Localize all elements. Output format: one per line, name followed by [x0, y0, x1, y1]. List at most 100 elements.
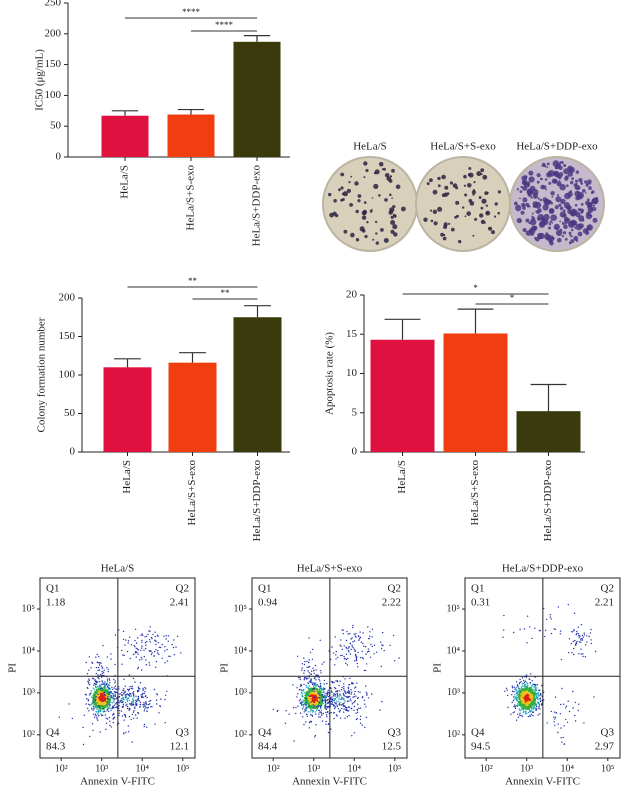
density-dot [97, 674, 99, 676]
density-dot [353, 633, 355, 635]
colony [468, 198, 473, 203]
density-dot [502, 636, 504, 638]
density-dot [326, 715, 328, 718]
density-dot [358, 639, 360, 641]
colony [585, 200, 590, 206]
density-dot [93, 713, 95, 715]
colony [582, 189, 586, 193]
colony [346, 188, 351, 193]
density-dot [368, 650, 370, 653]
density-dot [121, 691, 123, 693]
colony [378, 161, 384, 167]
colony [455, 200, 460, 205]
density-dot [355, 633, 357, 635]
density-dot [321, 720, 324, 722]
colony [529, 229, 534, 234]
density-dot [513, 631, 515, 634]
density-dot [333, 704, 335, 706]
density-dot [308, 665, 311, 668]
density-dot [98, 700, 101, 704]
density-dot [165, 635, 167, 637]
density-dot [135, 701, 137, 704]
density-dot [145, 664, 148, 666]
colony [563, 209, 566, 212]
density-dot [516, 705, 519, 707]
colony [559, 184, 566, 191]
density-dot [571, 631, 573, 633]
density-dot [524, 680, 527, 682]
density-dot [536, 706, 538, 708]
colony [474, 217, 478, 221]
density-dot [304, 660, 306, 663]
density-dot [307, 677, 309, 679]
colony [554, 226, 558, 230]
density-dot [322, 712, 324, 715]
density-dot [92, 709, 94, 711]
density-dot [346, 691, 349, 693]
density-dot [512, 699, 515, 702]
colony [553, 171, 556, 175]
y-tick-label: 250 [45, 0, 62, 9]
density-dot [352, 641, 354, 643]
density-dot [313, 672, 315, 674]
density-dot [539, 699, 542, 701]
density-dot [164, 646, 166, 648]
colony [473, 181, 476, 184]
density-dot [520, 708, 523, 710]
y-tick-label: 10² [234, 729, 247, 740]
density-dot [108, 689, 110, 691]
density-dot [105, 717, 107, 719]
density-dot [355, 654, 357, 657]
density-dot [100, 688, 102, 690]
density-dot [146, 707, 148, 709]
density-dot [582, 653, 584, 655]
density-dot [336, 704, 338, 706]
colony [548, 222, 552, 226]
density-dot [98, 704, 100, 707]
y-tick-label: 10² [22, 729, 35, 740]
density-dot [131, 713, 133, 716]
density-dot [306, 715, 309, 717]
density-dot [579, 635, 581, 637]
density-dot [96, 716, 98, 718]
density-dot [353, 648, 356, 651]
density-dot [122, 698, 124, 700]
density-dot [366, 651, 369, 653]
density-dot [357, 635, 360, 637]
bar [516, 411, 581, 452]
density-dot [559, 633, 561, 635]
density-dot [92, 687, 94, 689]
density-dot [531, 708, 533, 710]
density-dot [138, 690, 140, 692]
density-dot [272, 708, 274, 711]
density-dot [518, 708, 520, 710]
density-dot [149, 664, 151, 666]
density-dot [129, 636, 131, 638]
density-dot [314, 705, 316, 707]
density-dot [573, 647, 575, 650]
density-dot [118, 710, 121, 712]
colony [546, 166, 549, 169]
bar [167, 114, 215, 157]
density-dot [97, 661, 99, 664]
colony [531, 212, 534, 215]
density-dot [96, 708, 98, 710]
density-dot [316, 706, 318, 708]
density-dot [366, 694, 368, 696]
density-dot [347, 695, 349, 698]
density-dot [142, 704, 144, 706]
colony [391, 168, 395, 173]
colony [532, 193, 539, 199]
density-dot [583, 632, 585, 634]
density-dot [132, 695, 135, 697]
colony [401, 206, 406, 212]
density-dot [511, 685, 513, 687]
density-dot [348, 646, 350, 648]
colony [536, 180, 540, 184]
density-dot [363, 645, 365, 647]
density-dot [326, 682, 328, 685]
colony [574, 226, 577, 229]
colony [550, 201, 553, 205]
density-dot [363, 669, 365, 672]
y-tick-label: 10⁴ [234, 645, 248, 656]
